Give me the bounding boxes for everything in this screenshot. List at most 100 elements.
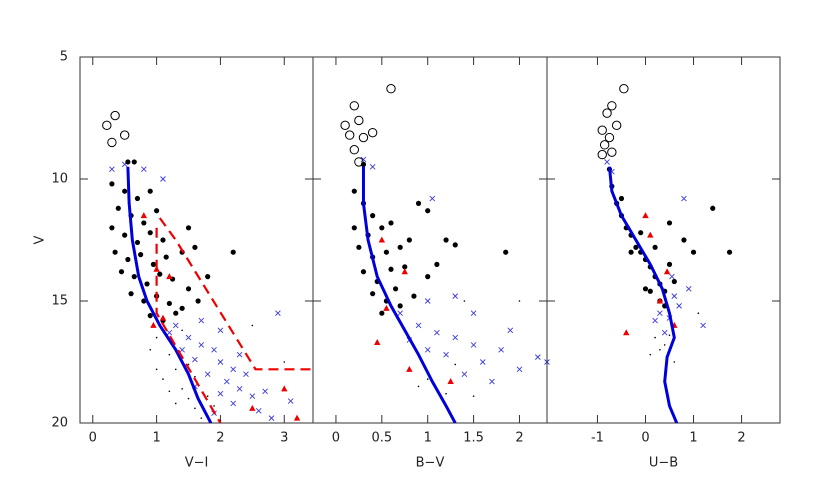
cross-star <box>443 351 449 358</box>
cross-star <box>498 346 504 353</box>
member-star <box>134 239 141 246</box>
field-star <box>194 407 196 410</box>
member-star <box>392 286 399 292</box>
x-axis-label: V−I <box>185 456 209 471</box>
member-star <box>388 220 394 226</box>
cross-star <box>676 303 682 309</box>
field-star <box>445 392 447 395</box>
member-star <box>122 188 128 194</box>
cross-star <box>217 359 224 365</box>
x-tick-label: 0 <box>641 431 649 446</box>
bright-star <box>354 115 364 126</box>
cross-star <box>275 310 281 317</box>
cross-star <box>230 400 237 407</box>
cross-star <box>452 293 459 299</box>
cross-star <box>255 407 262 414</box>
x-tick-label: 2 <box>216 431 224 446</box>
member-star <box>666 261 673 267</box>
cross-star <box>604 159 610 165</box>
member-star <box>425 208 431 214</box>
field-star <box>181 329 183 332</box>
cross-star <box>685 285 692 292</box>
triangle-star <box>663 268 671 275</box>
field-star <box>697 312 700 315</box>
member-star <box>503 249 509 255</box>
member-star <box>144 281 150 287</box>
member-star <box>118 269 125 275</box>
member-star <box>690 249 697 255</box>
cross-star <box>185 334 192 341</box>
bright-star <box>367 127 378 138</box>
member-star <box>671 278 677 285</box>
member-star <box>633 244 639 250</box>
cross-star <box>479 359 486 365</box>
field-star <box>155 336 158 339</box>
cross-star <box>287 398 294 404</box>
member-star <box>147 313 153 319</box>
member-star <box>356 244 362 250</box>
member-star <box>192 244 198 250</box>
bright-star <box>119 130 130 140</box>
field-star <box>426 378 429 380</box>
member-star <box>125 256 131 263</box>
member-star <box>195 298 201 304</box>
cross-star <box>535 354 541 360</box>
cross-star <box>452 334 459 341</box>
triangle-star <box>623 329 630 336</box>
member-star <box>425 274 431 280</box>
bright-star <box>358 132 369 143</box>
triangle-star <box>293 414 301 421</box>
field-star <box>417 385 420 388</box>
member-star <box>150 261 157 267</box>
plot-frame <box>546 56 781 424</box>
member-star <box>647 288 653 294</box>
member-star <box>125 159 131 165</box>
triangle-star <box>447 378 454 385</box>
field-star <box>472 395 475 397</box>
member-star <box>370 213 376 219</box>
member-star <box>434 261 440 267</box>
cross-star <box>360 156 367 163</box>
field-star <box>206 395 209 397</box>
bright-star <box>604 132 615 143</box>
member-star <box>351 225 357 231</box>
dashed-line <box>155 227 222 423</box>
bright-star <box>340 120 350 131</box>
x-tick-label: 1 <box>152 431 160 446</box>
member-star <box>411 293 417 299</box>
cross-star <box>657 310 663 317</box>
cross-star <box>243 371 249 378</box>
member-star <box>179 305 185 311</box>
cross-star <box>217 327 224 334</box>
member-star <box>652 244 658 250</box>
bright-star <box>386 84 396 94</box>
member-star <box>109 181 115 187</box>
triangle-star <box>401 268 408 275</box>
cross-star <box>429 195 436 202</box>
bright-star <box>607 147 617 157</box>
bright-star <box>619 84 629 94</box>
field-star <box>663 344 666 346</box>
x-tick-label: 1.5 <box>463 431 484 446</box>
x-tick-label: 3 <box>280 431 288 446</box>
bright-star <box>602 108 612 118</box>
bright-star <box>102 120 112 131</box>
cross-star <box>652 317 658 324</box>
plot-frame <box>79 56 314 424</box>
cross-star <box>516 366 523 373</box>
member-star <box>443 237 449 243</box>
member-star <box>370 291 376 297</box>
line <box>361 166 457 423</box>
member-star <box>360 269 367 275</box>
y-tick-label: 15 <box>51 294 68 309</box>
member-star <box>388 266 394 272</box>
member-star <box>379 225 385 231</box>
bright-star <box>597 125 607 135</box>
field-star <box>168 353 171 356</box>
field-star <box>194 375 196 378</box>
triangle-star <box>281 385 288 392</box>
member-star <box>726 249 733 255</box>
field-star <box>454 363 457 366</box>
